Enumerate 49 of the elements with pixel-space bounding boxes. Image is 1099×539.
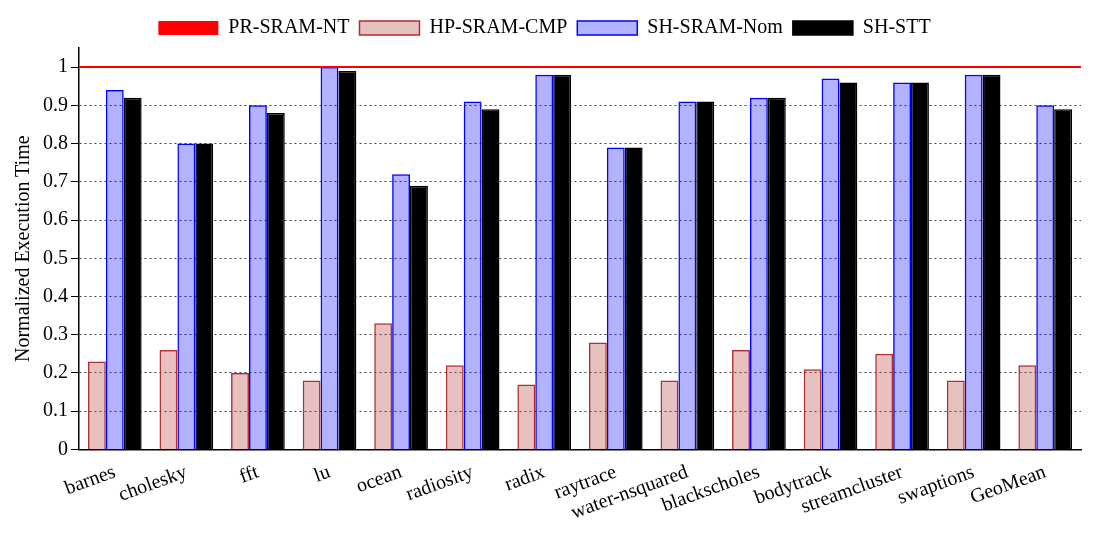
- y-tick-label: 0.5: [43, 245, 68, 268]
- x-tick-label: radix: [501, 459, 548, 495]
- y-tick-label: 0.7: [43, 169, 68, 192]
- bar: [821, 78, 840, 449]
- bar: [231, 372, 249, 449]
- y-tick-label: 0.4: [43, 283, 68, 306]
- legend-label: SH-STT: [862, 15, 931, 38]
- bar: [320, 67, 339, 449]
- bar: [177, 143, 196, 449]
- y-tick-label: 0.2: [43, 360, 68, 383]
- bar: [588, 342, 607, 449]
- x-tick-label: radiosity: [402, 459, 477, 506]
- bar: [606, 147, 625, 449]
- y-tick-label: 0.6: [43, 207, 68, 230]
- bar: [749, 97, 768, 449]
- legend-label: PR-SRAM-NT: [228, 15, 350, 38]
- bar: [445, 365, 464, 449]
- bar: [248, 105, 267, 449]
- x-tick-label: lu: [310, 459, 333, 486]
- legend-label: SH-SRAM-Nom: [647, 15, 784, 38]
- bar: [1036, 105, 1055, 449]
- bar: [660, 380, 679, 449]
- y-tick-label: 1: [58, 54, 68, 77]
- bar: [875, 353, 894, 449]
- y-tick-label: 0: [58, 436, 68, 459]
- bar: [946, 380, 965, 449]
- bar: [159, 350, 178, 449]
- bar: [1018, 365, 1037, 449]
- bar: [678, 101, 697, 449]
- y-tick-label: 0.8: [43, 130, 68, 153]
- bar: [302, 380, 321, 449]
- y-tick-label: 0.9: [43, 92, 68, 115]
- bar: [517, 384, 536, 449]
- bar: [893, 82, 912, 449]
- bar: [392, 174, 411, 449]
- bar: [374, 323, 393, 449]
- bar: [803, 369, 822, 449]
- bar: [105, 90, 124, 449]
- legend-label: HP-SRAM-CMP: [429, 15, 568, 38]
- x-tick-label: fft: [236, 459, 262, 487]
- x-tick-label: ocean: [352, 459, 405, 497]
- bar: [87, 361, 106, 449]
- y-axis-title: Normalized Execution Time: [11, 135, 34, 363]
- y-tick-label: 0.3: [43, 321, 68, 344]
- bar: [463, 101, 482, 449]
- bar: [732, 350, 750, 449]
- bar: [964, 74, 983, 449]
- bar: [535, 74, 554, 449]
- y-tick-label: 0.1: [43, 398, 68, 421]
